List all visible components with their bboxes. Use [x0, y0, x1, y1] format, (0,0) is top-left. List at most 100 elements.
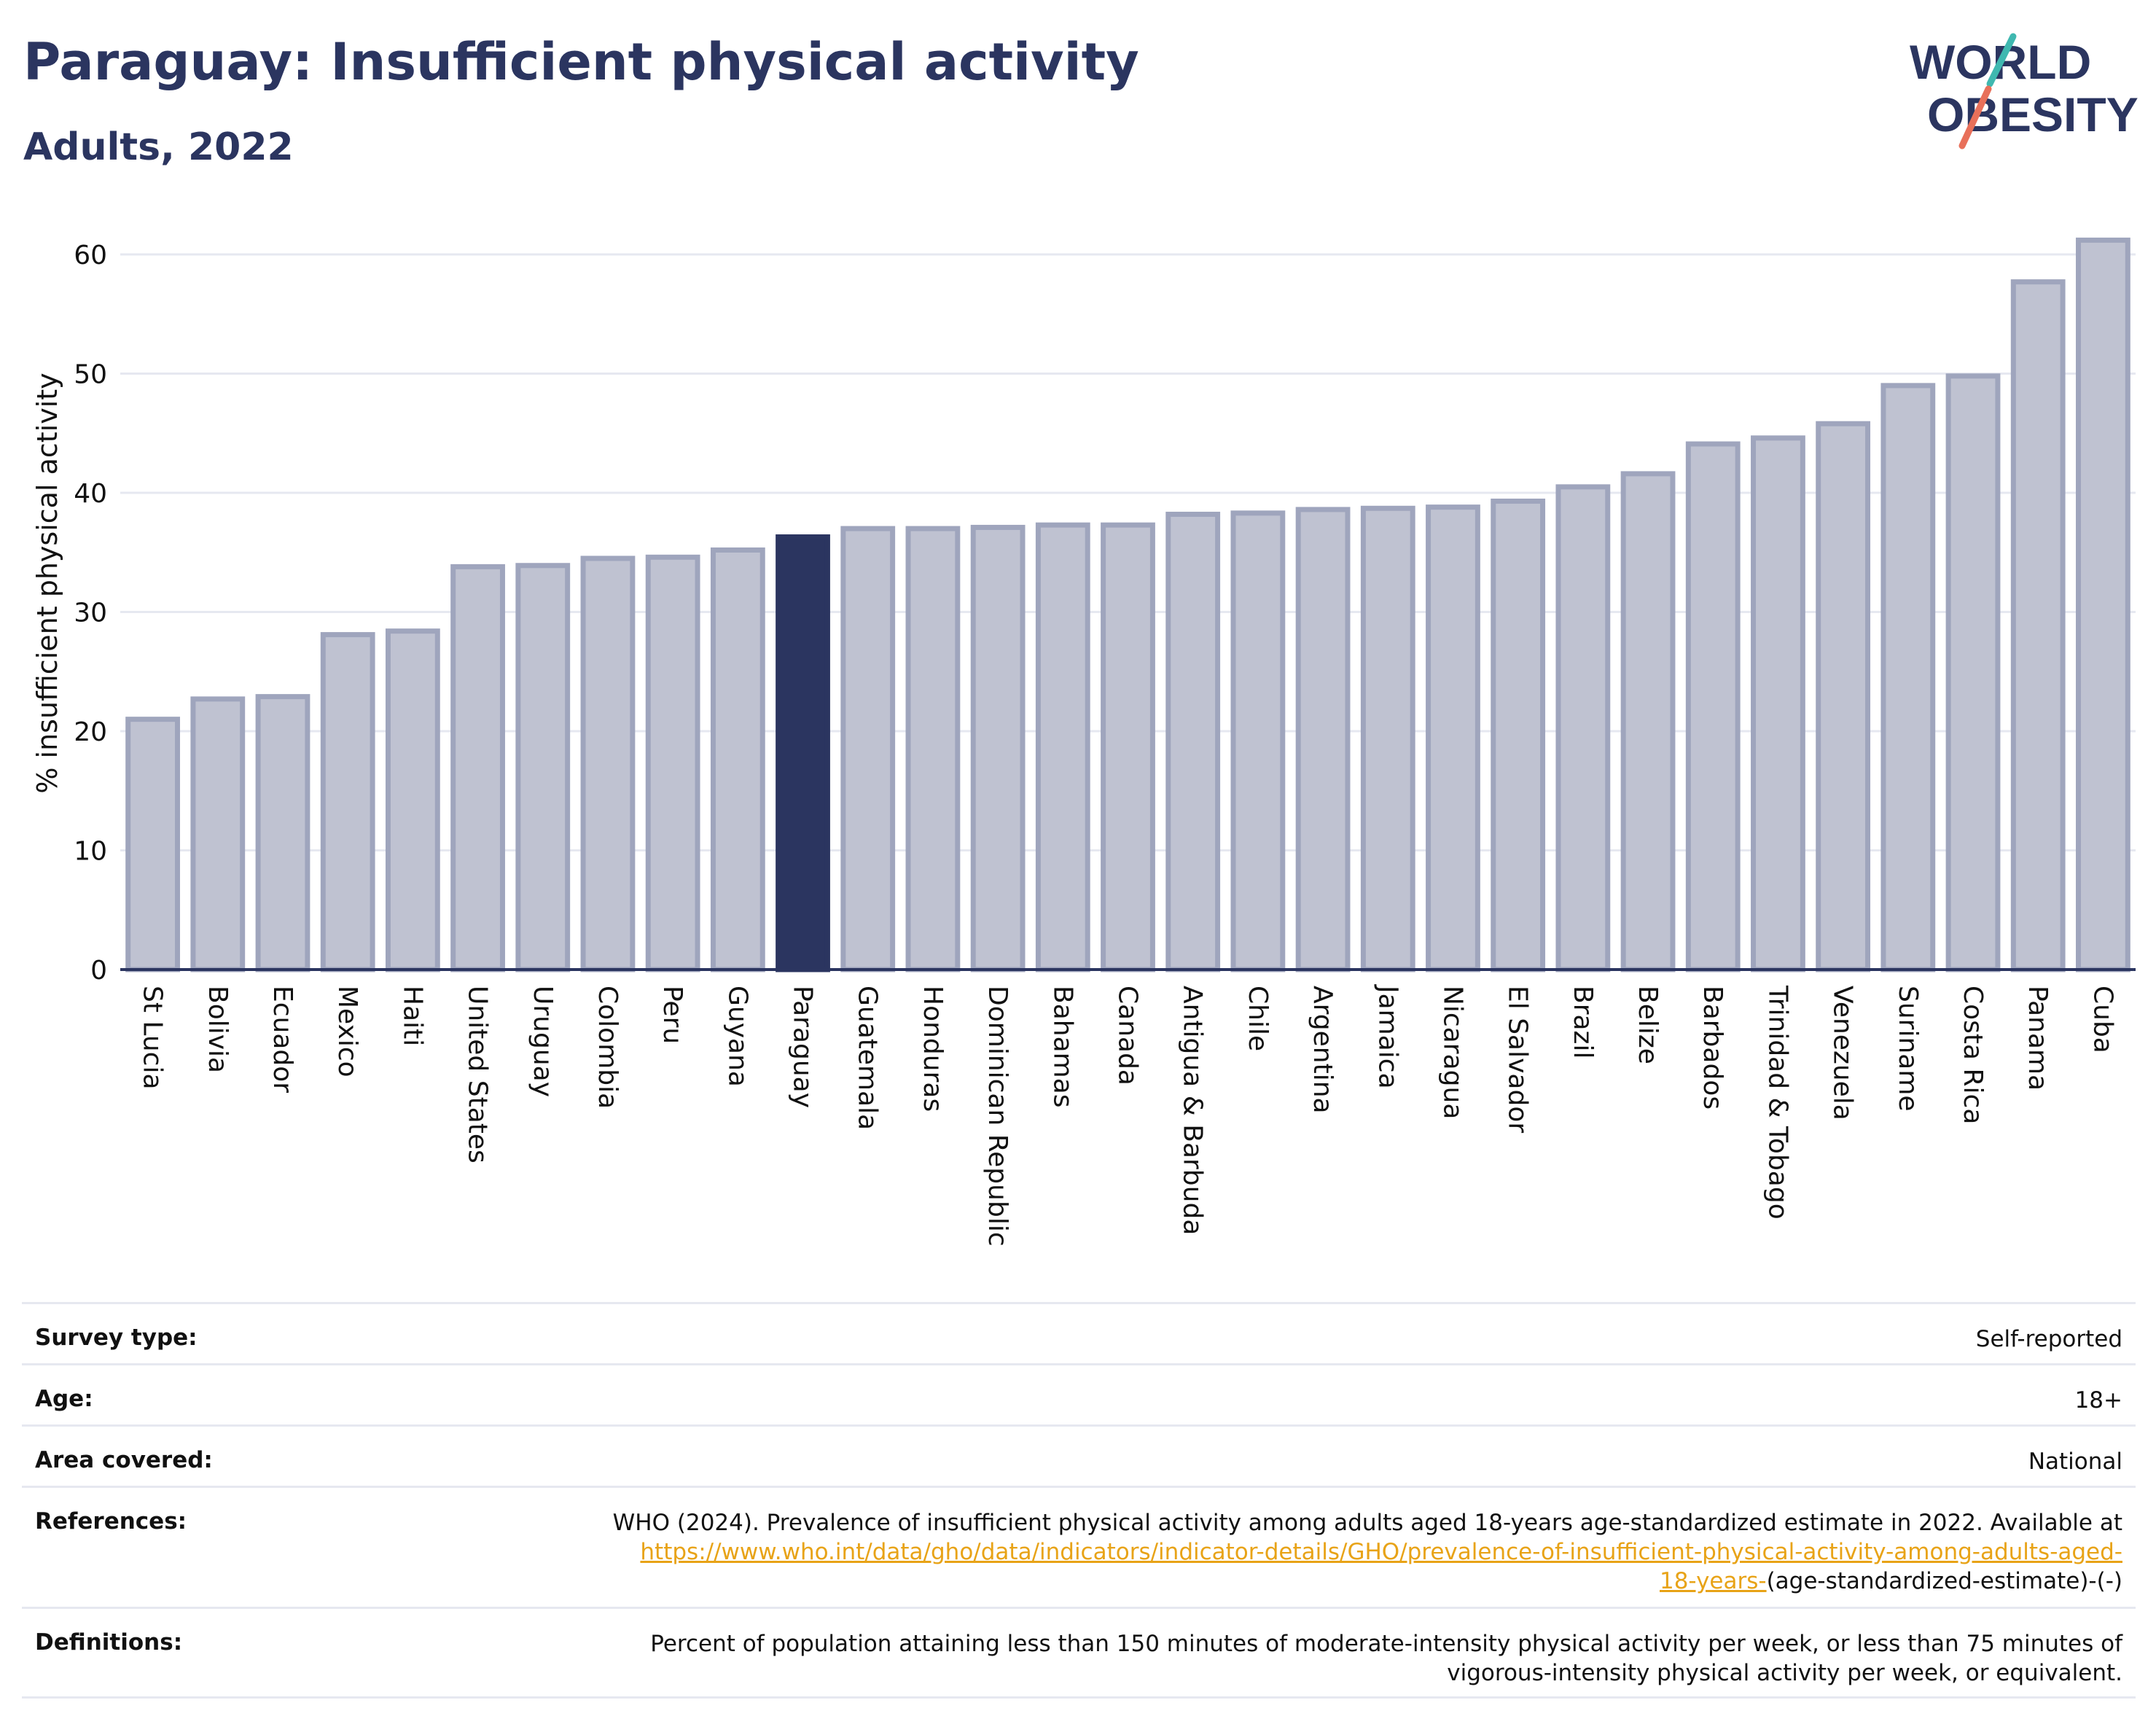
meta-label: Definitions: [35, 1629, 183, 1656]
y-tick-label: 40 [74, 479, 107, 509]
bar-suriname[interactable] [1880, 383, 1936, 972]
bar-peru[interactable] [645, 554, 700, 972]
meta-label: References: [35, 1508, 187, 1535]
bar-haiti[interactable] [385, 628, 440, 972]
x-tick-label: Brazil [1568, 986, 1598, 1058]
x-tick-label: Honduras [918, 986, 948, 1112]
bar-costa-rica[interactable] [1945, 373, 2001, 972]
x-tick-label: Haiti [397, 986, 427, 1046]
meta-row-survey-type: Survey type: Self-reported [22, 1302, 2136, 1363]
x-tick-label: Venezuela [1828, 986, 1858, 1120]
x-tick-label: St Lucia [138, 986, 168, 1090]
metadata-table: Survey type: Self-reported Age: 18+ Area… [22, 1302, 2136, 1699]
x-tick-label: Bahamas [1047, 986, 1077, 1108]
bar-dominican-republic[interactable] [970, 524, 1026, 972]
x-tick-label: Argentina [1308, 986, 1337, 1114]
bar-paraguay[interactable] [776, 534, 830, 972]
x-tick-label: Antigua & Barbuda [1178, 986, 1208, 1235]
y-tick-label: 10 [74, 837, 107, 867]
x-tick-label: Canada [1113, 986, 1143, 1085]
y-tick-label: 0 [90, 956, 107, 986]
y-tick-label: 60 [74, 241, 107, 270]
x-tick-label: Uruguay [528, 986, 558, 1097]
meta-value: Self-reported [1975, 1326, 2122, 1352]
x-tick-label: Trinidad & Tobago [1762, 985, 1792, 1220]
bar-ecuador[interactable] [255, 694, 310, 972]
bars [125, 237, 2130, 972]
meta-label: Area covered: [35, 1447, 213, 1473]
bar-barbados[interactable] [1685, 441, 1741, 972]
x-tick-label: Panama [2023, 986, 2053, 1091]
meta-label: Survey type: [35, 1325, 198, 1351]
bar-mexico[interactable] [320, 632, 375, 972]
bar-honduras[interactable] [905, 526, 961, 972]
bar-belize[interactable] [1620, 471, 1676, 972]
definition-line-2: vigorous-intensity physical activity per… [1447, 1660, 2122, 1686]
bar-nicaragua[interactable] [1426, 504, 1480, 972]
x-tick-label: Costa Rica [1958, 986, 1988, 1124]
bar-el-salvador[interactable] [1491, 498, 1546, 972]
world-obesity-logo: WORLD OBESITY [1910, 33, 2139, 149]
meta-row-area-covered: Area covered: National [22, 1424, 2136, 1486]
y-axis-label: % insufficient physical activity [31, 373, 63, 793]
meta-value-definitions: Percent of population attaining less tha… [650, 1629, 2122, 1696]
meta-value: 18+ [2074, 1387, 2122, 1414]
x-tick-label: Suriname [1893, 986, 1923, 1112]
bar-guatemala[interactable] [840, 526, 896, 972]
bar-uruguay[interactable] [515, 563, 571, 972]
x-tick-label: Cuba [2087, 986, 2117, 1053]
reference-suffix: (age-standardized-estimate)-(-) [1766, 1568, 2122, 1594]
x-tick-label: Ecuador [267, 986, 297, 1093]
reference-link-continued[interactable]: 18-years- [1659, 1568, 1767, 1594]
bar-chile[interactable] [1230, 510, 1286, 972]
meta-row-references: References: WHO (2024). Prevalence of in… [22, 1486, 2136, 1607]
x-tick-label: El Salvador [1503, 986, 1533, 1133]
x-tick-label: Nicaragua [1437, 986, 1467, 1119]
x-tick-label: Jamaica [1372, 984, 1402, 1089]
page-title: Paraguay: Insufficient physical activity [23, 32, 1139, 92]
y-tick-label: 20 [74, 717, 107, 747]
bar-trinidad-tobago[interactable] [1751, 435, 1805, 972]
meta-row-definitions: Definitions: Percent of population attai… [22, 1607, 2136, 1699]
bar-panama[interactable] [2010, 279, 2066, 972]
y-tick-label: 30 [74, 599, 107, 628]
meta-label: Age: [35, 1386, 93, 1412]
x-tick-label: Chile [1243, 986, 1273, 1051]
reference-link[interactable]: https://www.who.int/data/gho/data/indica… [640, 1539, 2122, 1565]
x-tick-label: Dominican Republic [983, 986, 1012, 1247]
x-tick-label: Colombia [593, 986, 622, 1109]
bar-colombia[interactable] [580, 555, 636, 972]
meta-row-age: Age: 18+ [22, 1363, 2136, 1424]
bar-argentina[interactable] [1295, 507, 1351, 972]
reference-text: WHO (2024). Prevalence of insufficient p… [612, 1510, 2122, 1536]
x-tick-label: Barbados [1698, 986, 1727, 1110]
bar-brazil[interactable] [1555, 484, 1611, 972]
x-tick-label: United States [463, 986, 493, 1163]
bar-canada[interactable] [1101, 522, 1155, 972]
x-tick-label: Mexico [332, 986, 362, 1077]
x-axis-ticks: St Lucia Bolivia Ecuador Mexico Haiti United … [138, 984, 2118, 1247]
bar-venezuela[interactable] [1816, 421, 1871, 972]
meta-value: National [2028, 1449, 2122, 1475]
page-subtitle: Adults, 2022 [23, 125, 294, 169]
x-tick-label: Guyana [722, 986, 752, 1087]
x-tick-label: Bolivia [203, 986, 233, 1073]
x-tick-label: Guatemala [853, 986, 883, 1130]
bar-chart: 0 10 20 30 40 50 60 St Lucia Bolivia Ecuador Mexi… [31, 237, 2136, 1247]
bar-cuba[interactable] [2076, 237, 2130, 972]
bar-jamaica[interactable] [1360, 505, 1415, 972]
meta-value-references: WHO (2024). Prevalence of insufficient p… [613, 1508, 2122, 1607]
x-tick-label: Belize [1633, 986, 1663, 1064]
y-axis-ticks: 0 10 20 30 40 50 60 [74, 241, 107, 986]
logo-text-obesity: OBESITY [1927, 87, 2139, 141]
bar-bolivia[interactable] [190, 696, 246, 972]
logo-slash-teal [1986, 33, 2017, 87]
bar-bahamas[interactable] [1035, 522, 1090, 972]
definition-line-1: Percent of population attaining less tha… [650, 1631, 2122, 1657]
bar-antigua-barbuda[interactable] [1165, 511, 1221, 972]
bar-st-lucia[interactable] [125, 717, 180, 972]
y-tick-label: 50 [74, 360, 107, 390]
bar-united-states[interactable] [450, 564, 505, 972]
bar-guyana[interactable] [710, 547, 765, 972]
x-tick-label: Paraguay [788, 986, 818, 1108]
